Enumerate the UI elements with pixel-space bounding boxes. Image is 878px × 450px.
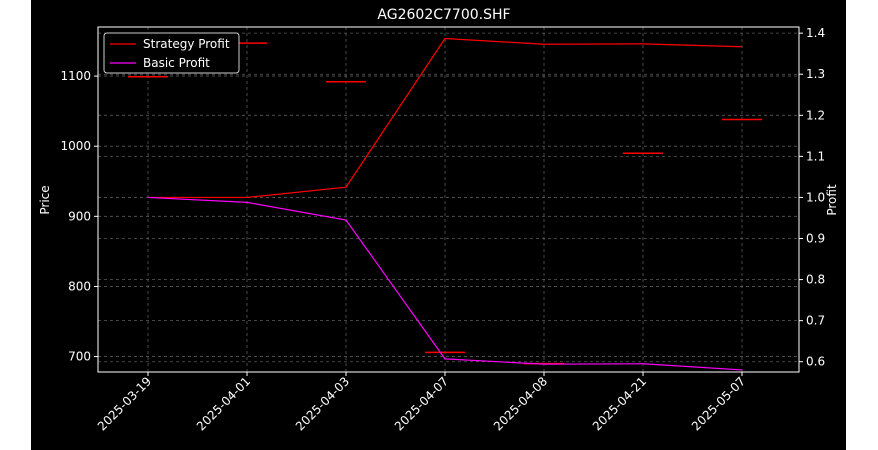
right-tick-label: 1.3 — [806, 67, 825, 81]
x-tick-label: 2025-04-01 — [194, 374, 253, 433]
left-axis-label: Price — [38, 185, 52, 214]
chart-figure: AG2602C7700.SHF 700 800 900 1000 1100 0.6 0.7… — [31, 0, 846, 450]
x-tick-label: 2025-05-07 — [689, 374, 748, 433]
right-tick-label: 0.9 — [806, 232, 825, 246]
legend-label-basic: Basic Profit — [143, 56, 210, 70]
right-axis-label: Profit — [825, 184, 839, 216]
legend: Strategy Profit Basic Profit — [103, 32, 240, 74]
series-line-strategy-profit — [148, 37, 743, 199]
legend-label-strategy: Strategy Profit — [143, 37, 230, 51]
x-axis: 2025-03-19 2025-04-01 2025-04-03 2025-04-07… — [95, 372, 748, 433]
series-lines — [147, 37, 743, 371]
right-tick-label: 0.6 — [806, 355, 825, 369]
right-tick-label: 1.1 — [806, 149, 825, 163]
chart-svg: AG2602C7700.SHF 700 800 900 1000 1100 0.6 0.7… — [38, 7, 839, 433]
right-tick-label: 1.4 — [806, 26, 825, 40]
series-line-basic-profit — [147, 196, 743, 371]
chart-title: AG2602C7700.SHF — [377, 7, 510, 23]
x-tick-label: 2025-04-07 — [392, 374, 451, 433]
left-tick-label: 700 — [68, 350, 91, 364]
right-tick-label: 1.0 — [806, 190, 825, 204]
right-y-axis: 0.6 0.7 0.8 0.9 1.0 1.1 1.2 1.3 1.4 — [799, 26, 825, 369]
right-tick-label: 0.8 — [806, 273, 825, 287]
x-tick-label: 2025-03-19 — [95, 374, 154, 433]
right-tick-label: 1.2 — [806, 108, 825, 122]
left-tick-label: 800 — [68, 279, 91, 293]
x-tick-label: 2025-04-21 — [590, 374, 649, 433]
left-tick-label: 1100 — [60, 69, 91, 83]
grid — [98, 27, 799, 372]
x-tick-label: 2025-04-08 — [491, 374, 550, 433]
x-tick-label: 2025-04-03 — [293, 374, 352, 433]
left-y-axis: 700 800 900 1000 1100 — [60, 69, 98, 364]
left-tick-label: 1000 — [60, 139, 91, 153]
legend-box — [103, 32, 240, 74]
plot-frame — [97, 26, 800, 373]
right-tick-label: 0.7 — [806, 314, 825, 328]
left-tick-label: 900 — [68, 209, 91, 223]
